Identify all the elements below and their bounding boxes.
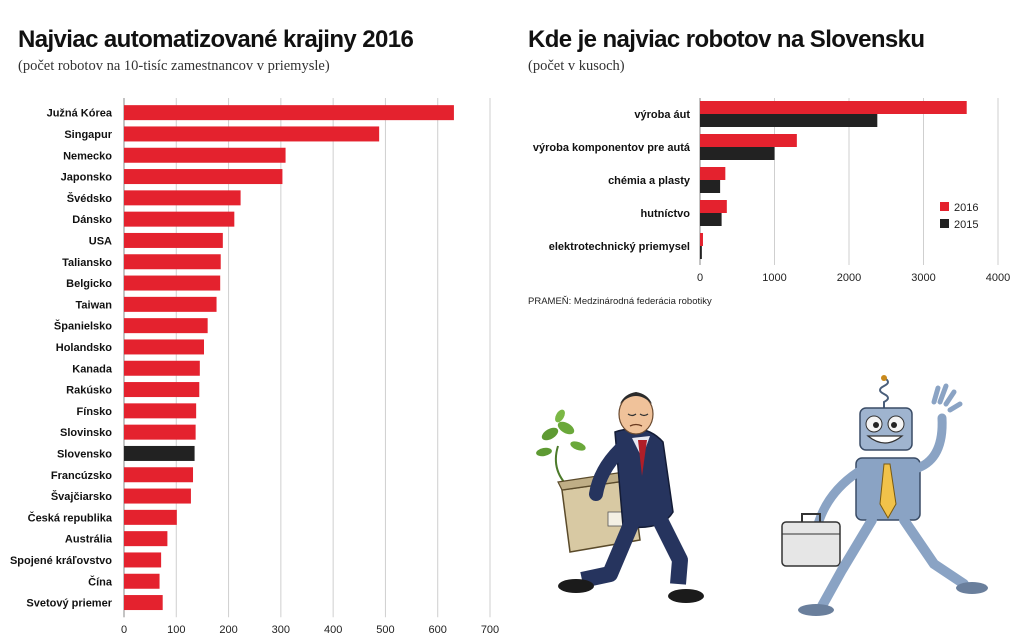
bar: [124, 147, 286, 163]
illustration: [536, 375, 988, 616]
countries-bar-chart: 0 100 200 300 400 500 600 700 Južná Kórea Singapu…: [10, 98, 499, 636]
left-chart-subtitle: (počet robotov na 10-tisíc zamestnancov …: [18, 58, 330, 74]
bar: [124, 403, 197, 419]
bar: [124, 382, 200, 398]
category-label: Taliansko: [62, 257, 112, 269]
bar: [124, 296, 217, 312]
category-label: Holandsko: [56, 342, 113, 354]
legend-swatch: [940, 202, 949, 211]
bar: [124, 275, 221, 291]
right-chart-title: Kde je najviac robotov na Slovensku: [528, 26, 925, 53]
bar: [124, 552, 162, 568]
x-tick-label: 500: [376, 624, 394, 636]
category-label: Rakúsko: [66, 385, 112, 397]
happy-robot-with-briefcase-icon: [781, 375, 988, 616]
bar: [124, 445, 195, 461]
left-chart-title: Najviac automatizované krajiny 2016: [18, 26, 414, 53]
legend-label: 2015: [954, 219, 978, 231]
legend-swatch: [940, 219, 949, 228]
x-tick-label: 400: [324, 624, 342, 636]
bar: [124, 595, 163, 611]
category-label: Taiwan: [76, 299, 113, 311]
x-tick-label: 0: [121, 624, 127, 636]
bar: [124, 467, 194, 483]
legend-label: 2016: [954, 202, 978, 214]
bar: [124, 232, 223, 248]
bar: [700, 246, 702, 259]
category-label: Čína: [88, 575, 113, 588]
bar: [700, 180, 721, 193]
bar: [700, 134, 797, 147]
x-tick-label: 600: [429, 624, 447, 636]
bar: [124, 424, 196, 440]
category-label: Japonsko: [61, 172, 113, 184]
category-label: Singapur: [64, 129, 112, 141]
category-label: Spojené kráľovstvo: [10, 555, 112, 567]
category-label: Švédsko: [67, 192, 113, 205]
bar: [700, 114, 878, 127]
category-label: Južná Kórea: [47, 108, 113, 120]
bar: [124, 254, 221, 270]
category-label: Kanada: [72, 363, 113, 375]
category-label: Slovinsko: [60, 427, 112, 439]
category-label: Nemecko: [63, 150, 112, 162]
x-tick-label: 200: [219, 624, 237, 636]
bar: [700, 200, 727, 213]
bar: [124, 509, 177, 525]
category-label: Dánsko: [72, 214, 112, 226]
category-label: chémia a plasty: [608, 175, 691, 187]
x-tick-label: 300: [272, 624, 290, 636]
category-label: elektrotechnický priemysel: [549, 241, 690, 253]
category-label: hutníctvo: [641, 208, 691, 220]
bar: [700, 233, 703, 246]
category-label: Česká republika: [28, 511, 113, 524]
bar: [124, 573, 160, 589]
category-label: Švajčiarsko: [51, 490, 112, 503]
x-tick-label: 2000: [837, 272, 861, 284]
bar: [124, 339, 204, 355]
category-label: Slovensko: [57, 448, 112, 460]
bar: [700, 213, 722, 226]
bar: [124, 318, 208, 334]
bar: [124, 211, 235, 227]
category-label: USA: [89, 235, 112, 247]
x-tick-label: 4000: [986, 272, 1010, 284]
category-label: Austrália: [65, 534, 113, 546]
slovakia-sectors-bar-chart: 0 1000 2000 3000 4000 výroba áut výroba kompon…: [533, 98, 1010, 284]
category-label: Belgicko: [66, 278, 112, 290]
bar: [124, 190, 241, 206]
bar: [124, 126, 380, 142]
category-label: Svetový priemer: [26, 598, 112, 610]
sad-man-with-box-icon: [536, 392, 704, 603]
bar: [124, 488, 191, 504]
bar: [700, 101, 967, 114]
category-label: Francúzsko: [51, 470, 112, 482]
x-tick-label: 100: [167, 624, 185, 636]
category-label: Španielsko: [54, 320, 112, 333]
category-label: Fínsko: [77, 406, 113, 418]
x-tick-label: 700: [481, 624, 499, 636]
category-label: výroba áut: [634, 109, 690, 121]
source-note: PRAMEŇ: Medzinárodná federácia robotiky: [528, 296, 712, 307]
x-tick-label: 3000: [911, 272, 935, 284]
bar: [124, 531, 168, 547]
bar: [700, 147, 775, 160]
right-chart-subtitle: (počet v kusoch): [528, 58, 625, 74]
category-label: výroba komponentov pre autá: [533, 142, 691, 154]
bar: [700, 167, 726, 180]
bar: [124, 105, 454, 121]
x-tick-label: 1000: [762, 272, 786, 284]
bar: [124, 169, 283, 185]
x-tick-label: 0: [697, 272, 703, 284]
bar: [124, 360, 200, 376]
